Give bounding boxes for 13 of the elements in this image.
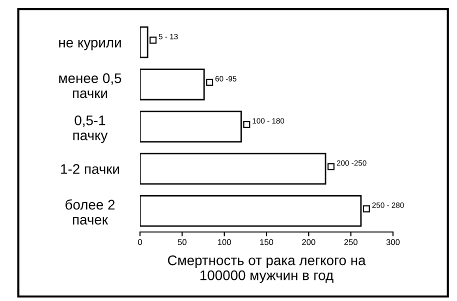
- x-tick-label: 200: [302, 239, 316, 246]
- y-tick-label: менее 0,5 пачки: [59, 73, 122, 98]
- x-tick-label: 0: [138, 239, 142, 246]
- x-tick-label: 150: [260, 239, 274, 246]
- y-tick-label: 0,5-1 пачку: [73, 115, 108, 144]
- x-tick-label: 50: [178, 239, 186, 246]
- x-tick-label: 250: [344, 239, 358, 246]
- y-tick-label: более 2 пачек: [66, 199, 115, 225]
- x-tick-label: 100: [218, 239, 231, 246]
- x-tick-label: 300: [386, 239, 400, 246]
- y-tick-label: 1-2 пачки: [61, 164, 120, 174]
- y-tick-label: не курили: [59, 40, 121, 50]
- x-axis-title: Смертность от рака легкого на 100000 мужчин в год: [168, 255, 366, 283]
